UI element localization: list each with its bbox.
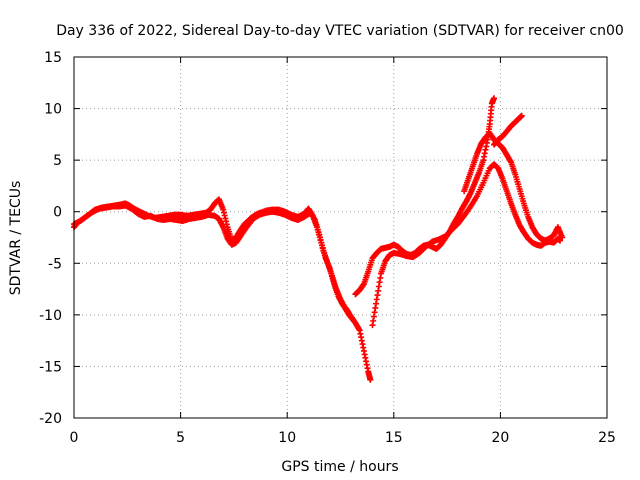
x-tick-label: 20 (491, 430, 509, 446)
x-tick-label: 15 (385, 430, 403, 446)
data-series (71, 95, 566, 383)
x-tick-label: 10 (278, 430, 296, 446)
data-point (491, 95, 498, 102)
y-tick-label: -5 (48, 256, 62, 272)
plot-frame (73, 56, 608, 419)
x-tick-label: 5 (176, 430, 185, 446)
data-point (559, 234, 566, 241)
y-tick-label: -10 (39, 308, 62, 324)
data-point (367, 376, 374, 383)
chart-title: Day 336 of 2022, Sidereal Day-to-day VTE… (56, 23, 624, 39)
y-tick-label: -15 (39, 359, 62, 375)
series-arc-4 (369, 161, 564, 329)
y-tick-label: -20 (39, 411, 62, 427)
y-tick-label: 5 (53, 153, 62, 169)
x-tick-label: 25 (598, 430, 616, 446)
series-arc-6 (491, 112, 525, 148)
data-point (518, 112, 525, 119)
axis-ticks: 0 5 10 15 20 25 -20 -15 -10 -5 0 5 10 15 (39, 50, 616, 446)
series-arc-5 (461, 130, 566, 244)
y-tick-label: 15 (44, 50, 62, 66)
x-axis-label: GPS time / hours (281, 459, 398, 475)
data-point (557, 237, 564, 244)
data-point (350, 317, 357, 324)
series-arc-2 (71, 202, 357, 324)
y-axis-label: SDTVAR / TECUs (8, 181, 24, 296)
y-tick-label: 0 (53, 205, 62, 221)
x-tick-label: 0 (70, 430, 79, 446)
y-tick-label: 10 (44, 102, 62, 118)
grid-lines (74, 57, 607, 418)
